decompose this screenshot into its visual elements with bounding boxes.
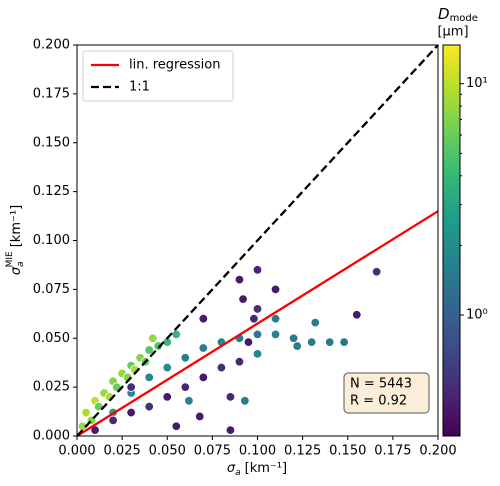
legend-label: 1:1 xyxy=(129,80,150,95)
point xyxy=(144,372,154,383)
line xyxy=(76,44,439,437)
y-axis-label-symbol: σ xyxy=(9,266,24,275)
colorbar-label: Dmode xyxy=(438,5,478,25)
x-tick-label: 0.025 xyxy=(104,444,141,459)
x-axis-label-sub: a xyxy=(235,468,241,478)
y-tick-label: 0.075 xyxy=(33,282,70,297)
point xyxy=(234,357,245,367)
x-tick-label: 0.000 xyxy=(58,444,95,459)
point xyxy=(252,349,263,359)
colorbar xyxy=(442,44,461,437)
point xyxy=(225,425,236,435)
y-axis-label-sub: a xyxy=(16,261,26,267)
point xyxy=(144,401,154,412)
legend-box xyxy=(82,50,234,102)
point xyxy=(81,407,91,418)
point xyxy=(198,314,209,324)
point xyxy=(325,337,335,347)
colorbar-tick-label: 10¹ xyxy=(466,76,488,91)
point xyxy=(144,345,154,355)
point xyxy=(126,407,136,418)
x-axis-label-symbol: σ xyxy=(227,461,236,476)
point xyxy=(249,314,259,324)
y-tick-label: 0.000 xyxy=(33,429,70,444)
point xyxy=(252,265,263,275)
colorbar-unit: [μm] xyxy=(437,25,468,40)
point xyxy=(240,396,250,406)
x-axis-label: σa [km⁻¹] xyxy=(227,461,287,478)
x-tick-label: 0.200 xyxy=(419,444,456,459)
plot-frame xyxy=(76,44,439,437)
point xyxy=(108,415,118,426)
x-tick-label: 0.050 xyxy=(149,444,186,459)
point xyxy=(180,382,191,392)
point xyxy=(270,314,281,324)
point xyxy=(270,284,281,295)
point xyxy=(339,337,349,347)
x-tick-label: 0.100 xyxy=(239,444,276,459)
y-tick-label: 0.125 xyxy=(33,184,70,199)
point xyxy=(310,317,320,328)
y-tick-label: 0.025 xyxy=(33,380,70,395)
y-tick-label: 0.150 xyxy=(33,135,70,150)
colorbar-tick-label: 10⁰ xyxy=(466,308,488,323)
point xyxy=(252,329,263,340)
line xyxy=(76,210,439,437)
point xyxy=(352,310,362,320)
x-axis-label-unit: [km⁻¹] xyxy=(245,461,287,476)
point xyxy=(225,392,236,402)
point xyxy=(198,372,209,383)
y-axis-label: σaMIE [km⁻¹] xyxy=(5,205,26,275)
y-tick-label: 0.100 xyxy=(33,233,70,248)
point xyxy=(180,353,191,363)
point xyxy=(371,267,382,277)
point xyxy=(243,337,254,347)
point xyxy=(148,333,158,343)
point xyxy=(162,362,172,373)
point xyxy=(270,329,281,340)
x-tick-label: 0.175 xyxy=(374,444,411,459)
point xyxy=(171,329,181,340)
point xyxy=(234,274,245,285)
point xyxy=(195,411,205,422)
annotation: N = 5443 xyxy=(350,377,412,392)
y-tick-label: 0.175 xyxy=(33,86,70,101)
point xyxy=(288,333,299,343)
point xyxy=(162,392,172,402)
y-axis-label-unit: [km⁻¹] xyxy=(9,205,24,247)
colorbar-label-sub: mode xyxy=(450,13,478,24)
point xyxy=(306,337,317,347)
x-tick-label: 0.125 xyxy=(284,444,321,459)
legend-label: lin. regression xyxy=(129,58,220,73)
point xyxy=(171,421,181,431)
point xyxy=(252,304,263,314)
colorbar-label-symbol: D xyxy=(438,5,450,23)
y-axis-label-sup: MIE xyxy=(5,251,15,267)
point xyxy=(126,382,136,392)
annotation-box xyxy=(343,372,430,414)
point xyxy=(184,396,194,406)
point xyxy=(153,341,163,351)
annotation: R = 0.92 xyxy=(350,394,407,409)
x-tick-label: 0.150 xyxy=(329,444,366,459)
y-tick-label: 0.200 xyxy=(33,38,70,53)
y-tick-label: 0.050 xyxy=(33,331,70,346)
point xyxy=(238,294,248,304)
point xyxy=(216,362,227,373)
point xyxy=(198,343,209,353)
point xyxy=(292,341,302,351)
x-tick-label: 0.075 xyxy=(194,444,231,459)
